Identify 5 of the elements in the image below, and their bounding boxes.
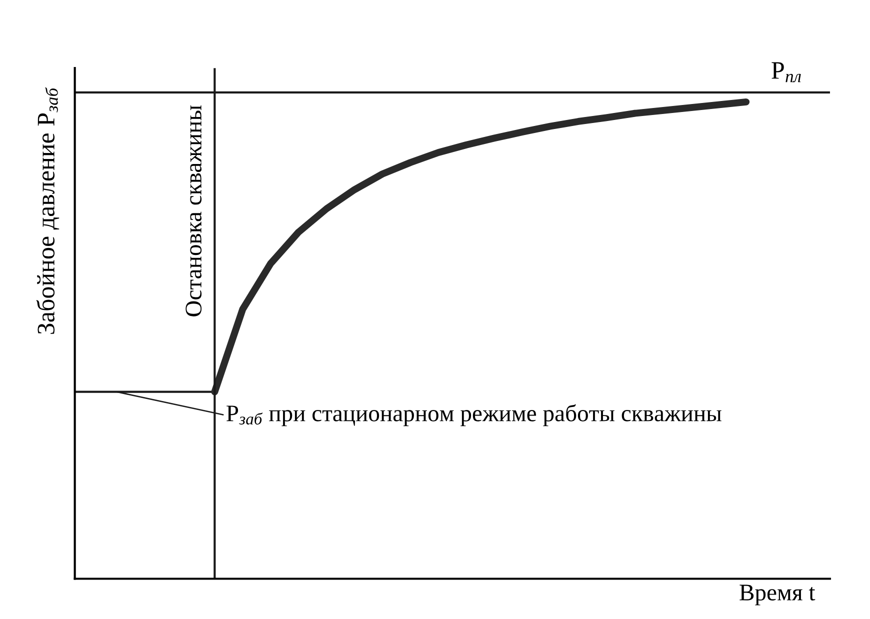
annotation: Остановка скважины: [186, 105, 202, 316]
annotation: P$_{заб}$ при стационарном режиме работы скважины: [226, 404, 722, 426]
x-axis-title: Время t: [740, 584, 816, 606]
ref-line-label: P$_{пл}$: [772, 62, 801, 82]
y-axis-title: Забойное давление P$_{заб}$: [36, 87, 60, 334]
